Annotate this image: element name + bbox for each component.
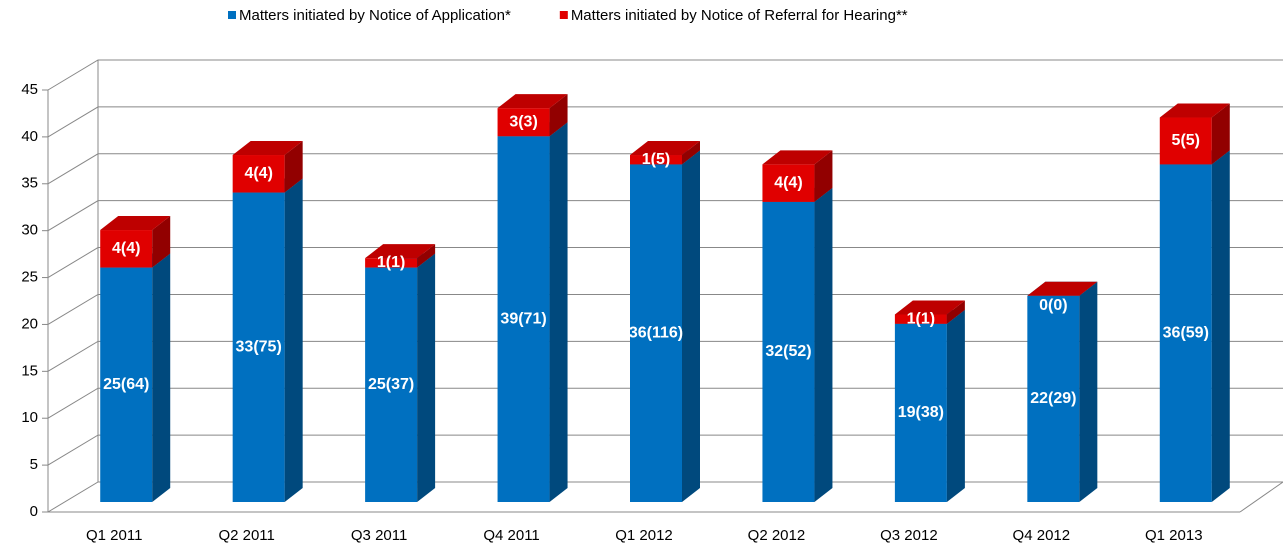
x-tick-label: Q4 2012: [1013, 527, 1071, 544]
bar-side: [814, 150, 833, 202]
y-tick-label: 5: [30, 456, 38, 473]
bar-top: [232, 141, 303, 156]
bar-side: [417, 253, 436, 502]
value-label: 1(1): [907, 310, 935, 327]
x-tick-label: Q1 2013: [1145, 527, 1203, 544]
value-label: 33(75): [236, 338, 282, 355]
bar-side: [1211, 103, 1230, 165]
y-tick-label: 15: [21, 362, 38, 379]
y-tick-label: 25: [21, 269, 38, 286]
bar-side: [417, 244, 436, 268]
bar-segment: [232, 155, 285, 193]
bar-side: [814, 187, 833, 502]
value-label: 39(71): [500, 310, 546, 327]
bar-segment: [762, 201, 815, 502]
bar-side: [549, 122, 568, 503]
value-label: 36(116): [629, 324, 683, 341]
x-tick-label: Q3 2012: [880, 527, 938, 544]
value-label: 0(0): [1039, 297, 1067, 314]
bar-segment: [630, 164, 682, 502]
bar-top: [497, 94, 568, 109]
value-label: 25(64): [103, 376, 149, 393]
bar-side: [152, 216, 171, 268]
value-label: 3(3): [509, 113, 537, 130]
value-label: 22(29): [1030, 390, 1076, 407]
value-label: 19(38): [898, 404, 944, 421]
grid-line: [47, 106, 1283, 138]
grid-line: [47, 59, 1283, 91]
x-tick-label: Q4 2011: [483, 527, 539, 544]
bar-segment: [1159, 117, 1212, 165]
y-tick-label: 35: [21, 175, 38, 192]
bar-side: [1211, 150, 1230, 502]
y-tick-label: 40: [21, 128, 38, 145]
bar-segment: [1159, 164, 1212, 502]
bar-side: [682, 150, 700, 502]
bar-segment: [365, 267, 418, 502]
bar-side: [946, 309, 965, 502]
legend-label: Matters initiated by Notice of Referral …: [571, 7, 908, 24]
value-label: 4(4): [244, 165, 272, 182]
x-tick-label: Q1 2011: [86, 527, 142, 544]
bar-segment: [365, 258, 418, 268]
value-label: 5(5): [1172, 132, 1200, 149]
bar-segment: [497, 108, 550, 137]
floor-edge: [1239, 481, 1283, 513]
y-tick-label: 10: [21, 409, 38, 426]
bar-top: [100, 216, 171, 231]
bar-segment: [232, 192, 285, 503]
bar-segment: [894, 323, 947, 502]
x-tick-label: Q2 2012: [748, 527, 806, 544]
y-tick-label: 45: [21, 81, 38, 98]
bar-top: [630, 141, 700, 156]
bar-segment: [100, 230, 153, 268]
y-tick-label: 0: [30, 503, 38, 520]
bar-top: [1027, 281, 1098, 296]
bar-segment: [630, 155, 682, 165]
value-label: 25(37): [368, 376, 414, 393]
x-tick-label: Q2 2011: [218, 527, 274, 544]
bar-side: [152, 253, 171, 502]
bar-side: [682, 141, 700, 165]
bar-top: [1159, 103, 1230, 118]
value-label: 1(5): [642, 151, 670, 168]
bar-segment: [1027, 295, 1080, 502]
value-label: 32(52): [765, 343, 811, 360]
bar-side: [284, 178, 303, 503]
bar-segment: [762, 164, 815, 202]
value-label: 36(59): [1163, 324, 1209, 341]
bar-top: [894, 300, 965, 315]
bar-side: [549, 94, 568, 137]
legend-swatch: [559, 11, 568, 19]
bar-segment: [894, 314, 947, 324]
legend-label: Matters initiated by Notice of Applicati…: [239, 7, 511, 24]
value-label: 1(1): [377, 254, 405, 271]
bar-top: [365, 244, 436, 259]
y-tick-label: 30: [21, 222, 38, 239]
legend-swatch: [228, 11, 236, 19]
bar-side: [284, 141, 303, 193]
x-tick-label: Q1 2012: [615, 527, 673, 544]
bar-segment: [100, 267, 153, 502]
x-tick-label: Q3 2011: [351, 527, 407, 544]
bar-side: [946, 300, 965, 324]
value-label: 4(4): [112, 240, 140, 257]
value-label: 4(4): [774, 174, 802, 191]
bar-segment: [497, 136, 550, 502]
bar-top: [762, 150, 833, 165]
bar-side: [1079, 281, 1098, 502]
y-tick-label: 20: [21, 315, 38, 332]
